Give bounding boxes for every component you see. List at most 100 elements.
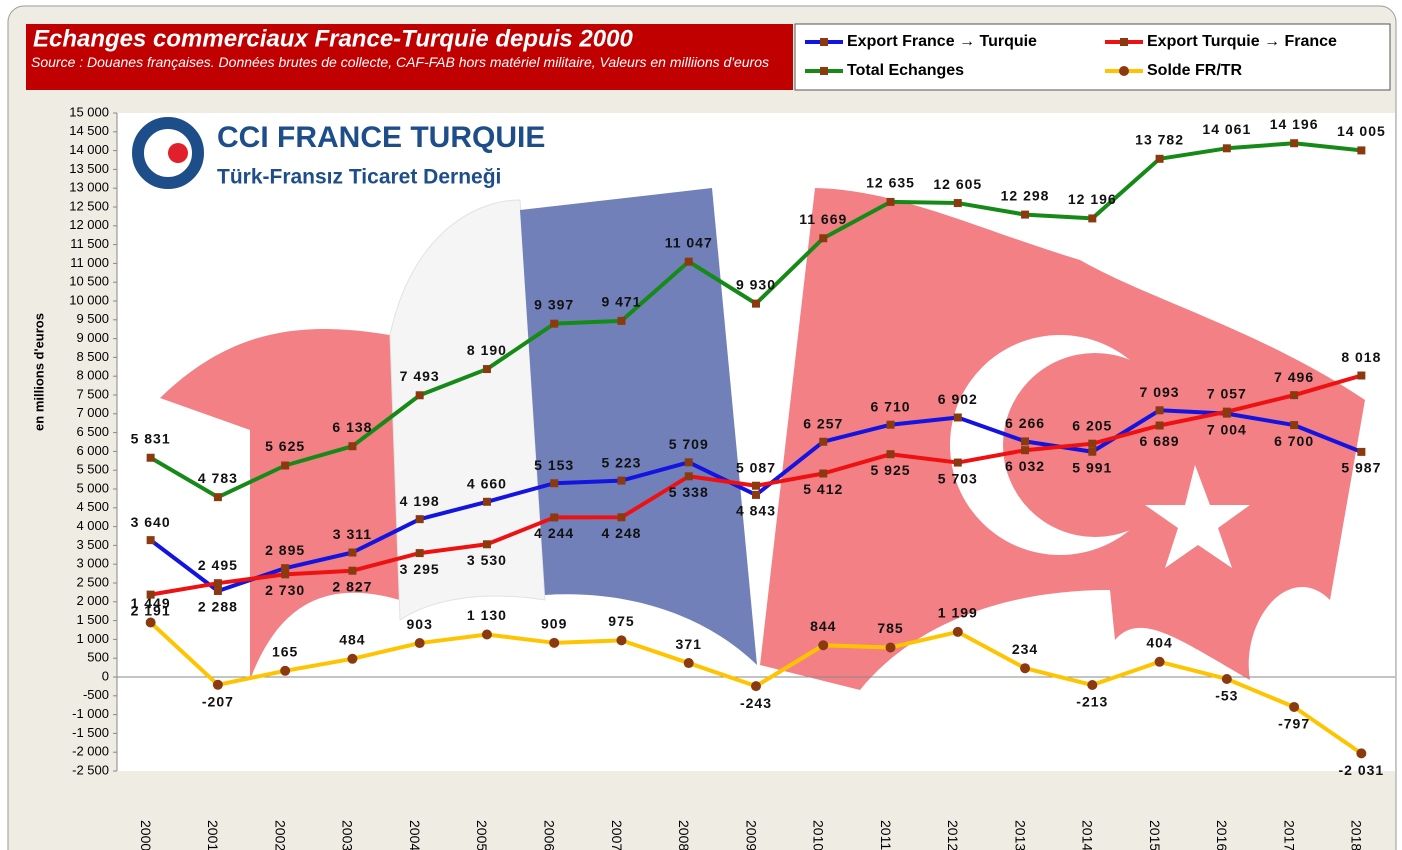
point [1088,439,1097,448]
y-tick-label: 9 000 [76,330,109,345]
y-tick-label: 500 [87,650,109,665]
x-tick-label: 2002 [272,820,288,850]
y-tick-label: 3 500 [76,537,109,552]
point [415,391,424,400]
y-tick-label: 11 000 [70,255,109,270]
point [146,536,155,545]
value-label: 6 138 [332,419,372,435]
point [953,199,962,208]
chart-subtitle: Source : Douanes françaises. Données bru… [31,54,769,70]
value-label: 2 288 [198,599,238,615]
y-tick-label: 13 500 [69,161,109,176]
flag-left [160,328,400,680]
legend-box [794,23,1391,91]
y-tick-label: 12 000 [69,217,109,232]
value-label: 1 449 [131,595,171,611]
y-tick-label: 14 000 [69,142,109,157]
y-tick-label: 2 500 [76,574,109,589]
value-label: -243 [740,695,772,711]
y-tick-label: 0 [102,668,109,683]
point [549,637,560,648]
x-tick-label: 2015 [1147,820,1163,850]
value-label: 6 710 [871,398,911,414]
point [1087,680,1098,691]
value-label: 9 397 [534,296,574,312]
value-label: 6 032 [1005,458,1045,474]
value-label: 4 660 [467,475,507,491]
value-label: 4 843 [736,503,776,519]
value-label: 12 298 [1001,187,1050,203]
value-label: 14 005 [1337,123,1386,139]
flag-blue [520,188,757,665]
value-label: 5 703 [938,470,978,486]
point [213,579,222,588]
value-label: -53 [1215,688,1238,704]
x-tick-label: 2012 [945,820,961,850]
value-label: 14 196 [1270,116,1319,132]
point [886,450,895,459]
point [1357,447,1366,456]
value-label: 2 895 [265,542,305,558]
y-tick-label: 2 000 [76,593,109,608]
value-label: 11 047 [665,234,713,250]
value-label: 7 093 [1140,384,1180,400]
logo-ring [132,117,204,189]
value-label: 5 925 [871,462,911,478]
legend-marker [1120,38,1128,46]
y-tick-label: 15 000 [69,104,109,119]
y-tick-label: -1 000 [72,706,109,721]
point [1290,139,1299,148]
point [819,234,828,243]
point [819,469,828,478]
x-tick-label: 2018 [1349,820,1365,850]
value-label: 7 057 [1207,385,1247,401]
y-axis-label: en millions d'euros [31,313,46,431]
point [684,257,693,266]
x-tick-label: 2003 [340,820,356,850]
point [348,566,357,575]
value-label: 5 338 [669,484,709,500]
point [617,476,626,485]
value-label: 5 987 [1341,460,1381,476]
legend-label: Solde FR/TR [1147,62,1243,79]
value-label: 4 783 [198,470,238,486]
point [281,461,290,470]
logo-dot [168,143,188,163]
point [347,653,358,664]
value-label: 5 625 [265,438,305,454]
point [414,638,425,649]
point [751,681,761,692]
point [213,586,222,595]
value-label: 5 831 [131,430,171,446]
value-label: 5 991 [1072,459,1112,475]
value-label: 3 311 [333,526,372,542]
point [1021,210,1030,219]
y-tick-label: 8 000 [76,368,109,383]
x-tick-label: 2017 [1281,820,1297,850]
value-label: 3 640 [131,514,171,530]
point [1021,446,1030,455]
point [348,548,357,557]
point [482,497,491,506]
value-label: 6 902 [938,391,978,407]
point [819,437,828,446]
value-label: -207 [202,693,234,709]
value-label: 404 [1146,635,1172,651]
value-label: 6 689 [1140,433,1180,449]
value-label: 12 635 [866,175,915,191]
y-tick-label: 6 500 [76,424,109,439]
legend-marker [820,38,828,46]
point [348,442,357,451]
value-label: 3 530 [467,552,507,568]
star [1145,465,1250,568]
point [953,413,962,422]
value-label: 2 730 [265,582,305,598]
y-tick-label: 7 500 [76,386,109,401]
point [752,299,760,308]
point [818,640,829,651]
y-tick-label: 11 500 [70,236,109,251]
x-tick-label: 2009 [743,820,759,850]
point [550,319,559,328]
point [415,549,424,558]
